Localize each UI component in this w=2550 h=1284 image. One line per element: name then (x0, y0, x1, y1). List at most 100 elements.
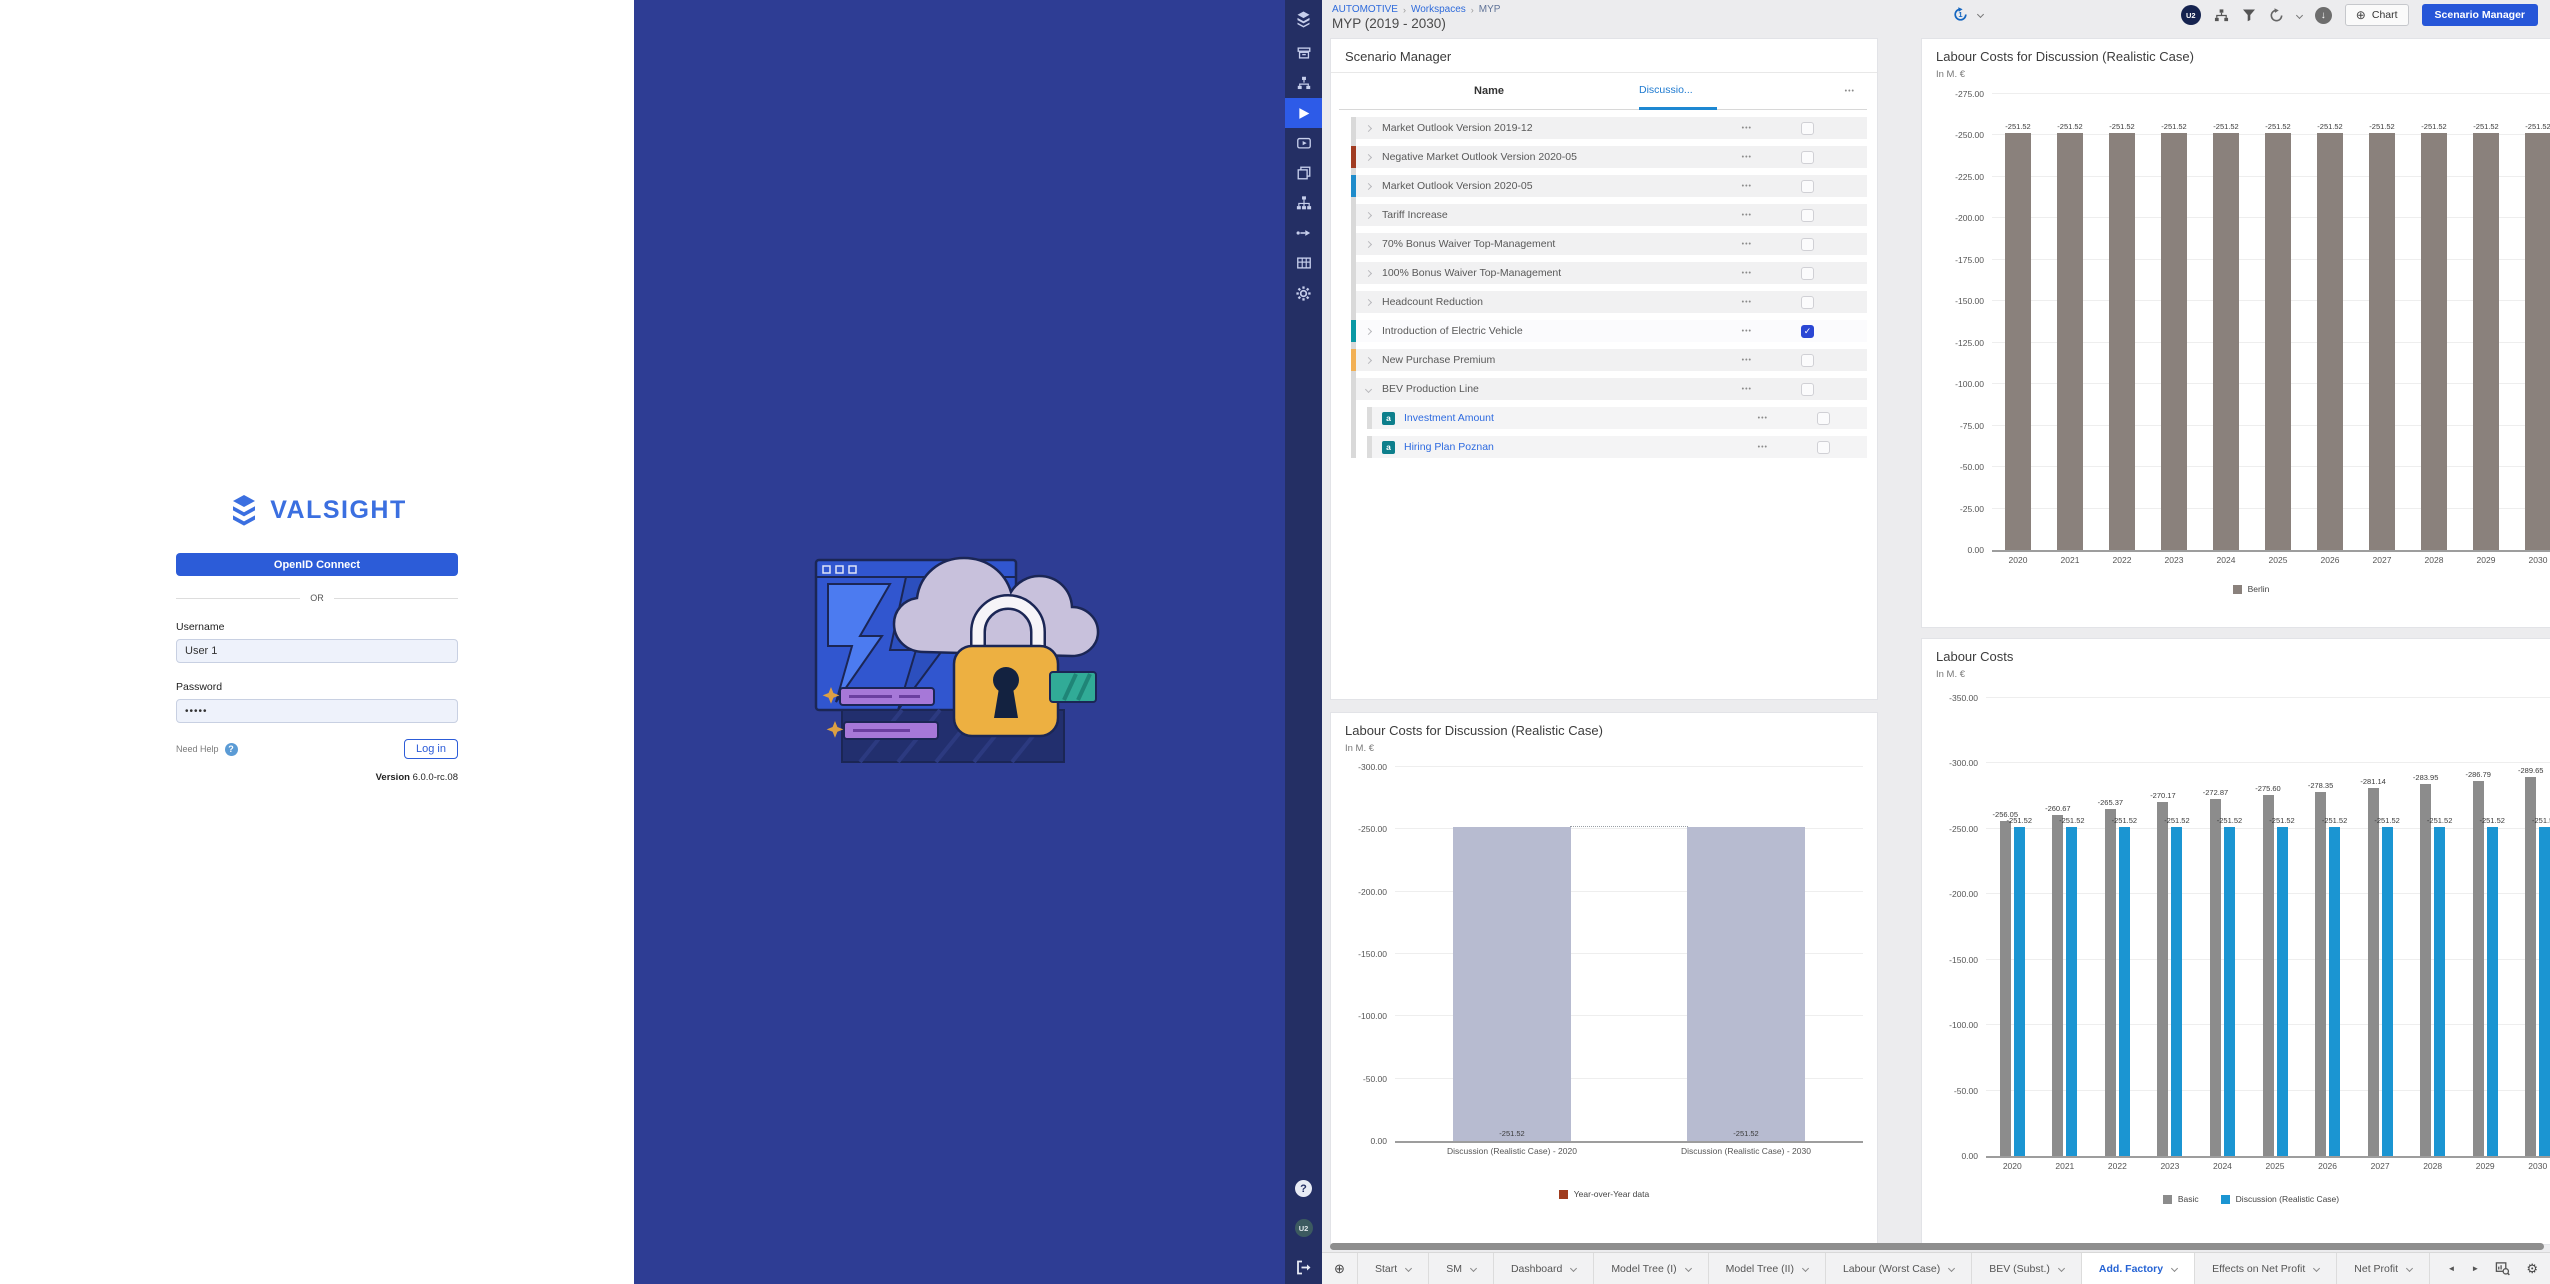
assumption-link[interactable]: Investment Amount (1404, 412, 1494, 424)
tab-effects-on-net-profit[interactable]: Effects on Net Profit (2195, 1253, 2338, 1284)
chevron-down-icon[interactable] (1364, 385, 1373, 393)
discussion-checkbox[interactable] (1801, 237, 1814, 251)
openid-connect-button[interactable]: OpenID Connect (176, 553, 458, 576)
tab-bev-subst[interactable]: BEV (Subst.) (1972, 1253, 2082, 1284)
scenario-row[interactable]: Headcount Reduction ••• (1356, 291, 1867, 313)
discussion-checkbox[interactable] (1801, 208, 1814, 222)
avatar[interactable]: U2 (2180, 5, 2201, 25)
chevron-down-icon[interactable] (2171, 1264, 2179, 1273)
download-icon[interactable]: ↓ (2314, 6, 2332, 24)
horizontal-scrollbar[interactable] (1330, 1243, 2544, 1250)
row-actions-icon[interactable]: ••• (1741, 240, 1752, 248)
add-chart-button[interactable]: ⊕ Chart (2344, 4, 2409, 26)
chevron-down-icon[interactable] (1801, 1264, 1809, 1273)
legend-item[interactable]: Year-over-Year data (1558, 1189, 1649, 1199)
discussion-checkbox[interactable] (1817, 411, 1830, 425)
tab-net-profit[interactable]: Net Profit (2337, 1253, 2431, 1284)
sidebar-item-hierarchy[interactable] (1285, 188, 1322, 218)
scenario-row[interactable]: Market Outlook Version 2020-05 ••• (1351, 175, 1867, 197)
breadcrumb-myp[interactable]: MYP (1478, 4, 1501, 15)
row-actions-icon[interactable]: ••• (1757, 443, 1768, 451)
discussion-checkbox[interactable] (1801, 150, 1814, 164)
discussion-checkbox[interactable] (1801, 324, 1814, 338)
scenario-row[interactable]: Tariff Increase ••• (1356, 204, 1867, 226)
chevron-right-icon[interactable] (1364, 153, 1373, 161)
tab-labour-worst-case[interactable]: Labour (Worst Case) (1826, 1253, 1973, 1284)
tab-model-tree-i[interactable]: Model Tree (I) (1594, 1253, 1709, 1284)
sidebar-item-archive[interactable] (1285, 38, 1322, 68)
discussion-checkbox[interactable] (1801, 382, 1814, 396)
discussion-checkbox[interactable] (1801, 266, 1814, 280)
scenario-manager-button[interactable]: Scenario Manager (2421, 4, 2538, 26)
tab-scroll-left-icon[interactable]: ◄ (2447, 1264, 2456, 1273)
discussion-checkbox[interactable] (1801, 179, 1814, 193)
row-actions-icon[interactable]: ••• (1741, 269, 1752, 277)
tab-model-tree-ii[interactable]: Model Tree (II) (1709, 1253, 1826, 1284)
legend-item[interactable]: Discussion (Realistic Case) (2220, 1194, 2339, 1204)
settings-icon[interactable]: ⚙ (2526, 1260, 2538, 1276)
row-actions-icon[interactable]: ••• (1741, 327, 1752, 335)
row-actions-icon[interactable]: ••• (1741, 153, 1752, 161)
column-header-name[interactable]: Name (1474, 85, 1504, 97)
logout-icon[interactable] (1295, 1259, 1312, 1276)
chevron-right-icon[interactable] (1364, 327, 1373, 335)
row-actions-icon[interactable]: ••• (1741, 211, 1752, 219)
filter-icon[interactable] (2242, 8, 2256, 22)
scenario-row[interactable]: Negative Market Outlook Version 2020-05 •… (1351, 146, 1867, 168)
column-header-more-icon[interactable]: ••• (1844, 87, 1855, 95)
column-header-discussion[interactable]: Discussio... (1639, 73, 1717, 110)
add-sheet-button[interactable]: ⊕ (1322, 1253, 1358, 1284)
breadcrumb-workspaces[interactable]: Workspaces (1410, 4, 1466, 15)
help-icon[interactable]: ? (224, 742, 238, 756)
chevron-right-icon[interactable] (1364, 298, 1373, 306)
chevron-down-icon[interactable] (1469, 1264, 1477, 1273)
scenario-child-row[interactable]: a Investment Amount ••• (1367, 407, 1867, 429)
tab-sm[interactable]: SM (1429, 1253, 1494, 1284)
chevron-right-icon[interactable] (1364, 211, 1373, 219)
legend-item[interactable]: Berlin (2232, 584, 2269, 594)
chevron-right-icon[interactable] (1364, 240, 1373, 248)
breadcrumb-automotive[interactable]: AUTOMOTIVE (1332, 4, 1398, 15)
row-actions-icon[interactable]: ••• (1757, 414, 1768, 422)
sidebar-item-settings[interactable] (1285, 278, 1322, 308)
discussion-checkbox[interactable] (1801, 121, 1814, 135)
chevron-down-icon[interactable] (1948, 1264, 1956, 1273)
row-actions-icon[interactable]: ••• (1741, 385, 1752, 393)
user-badge[interactable]: U2 (1294, 1219, 1313, 1237)
chevron-right-icon[interactable] (1364, 269, 1373, 277)
chart-search-icon[interactable] (2495, 1261, 2511, 1276)
tab-start[interactable]: Start (1358, 1253, 1430, 1284)
chevron-right-icon[interactable] (1364, 356, 1373, 364)
scenario-row[interactable]: BEV Production Line ••• (1356, 378, 1867, 400)
sidebar-item-windows[interactable] (1285, 158, 1322, 188)
scenario-row[interactable]: Market Outlook Version 2019-12 ••• (1356, 117, 1867, 139)
scenario-row[interactable]: 100% Bonus Waiver Top-Management ••• (1356, 262, 1867, 284)
chevron-down-icon[interactable] (2057, 1264, 2065, 1273)
chevron-right-icon[interactable] (1364, 124, 1373, 132)
history-icon[interactable]: 1 (1952, 6, 1969, 23)
refresh-icon[interactable] (2269, 7, 2284, 23)
chevron-down-icon[interactable] (1405, 1264, 1413, 1273)
assumption-link[interactable]: Hiring Plan Poznan (1404, 441, 1494, 453)
row-actions-icon[interactable]: ••• (1741, 124, 1752, 132)
login-button[interactable]: Log in (404, 739, 458, 759)
scenario-row[interactable]: New Purchase Premium ••• (1351, 349, 1867, 371)
row-actions-icon[interactable]: ••• (1741, 298, 1752, 306)
username-field[interactable]: User 1 (176, 639, 458, 663)
chevron-down-icon[interactable] (2406, 1264, 2414, 1273)
sidebar-item-table[interactable] (1285, 248, 1322, 278)
history-caret-icon[interactable] (1976, 10, 1985, 19)
scenario-child-row[interactable]: a Hiring Plan Poznan ••• (1367, 436, 1867, 458)
chevron-down-icon[interactable] (1684, 1264, 1692, 1273)
password-field[interactable]: ••••• (176, 699, 458, 723)
legend-item[interactable]: Basic (2162, 1194, 2199, 1204)
discussion-checkbox[interactable] (1801, 353, 1814, 367)
tab-dashboard[interactable]: Dashboard (1494, 1253, 1595, 1284)
tab-scroll-right-icon[interactable]: ► (2471, 1264, 2480, 1273)
sidebar-item-play[interactable] (1285, 98, 1322, 128)
sidebar-item-flow[interactable] (1285, 218, 1322, 248)
sidebar-item-layers-logo[interactable] (1285, 0, 1322, 38)
sidebar-item-video[interactable] (1285, 128, 1322, 158)
org-chart-icon[interactable] (2214, 8, 2229, 23)
discussion-checkbox[interactable] (1817, 440, 1830, 454)
